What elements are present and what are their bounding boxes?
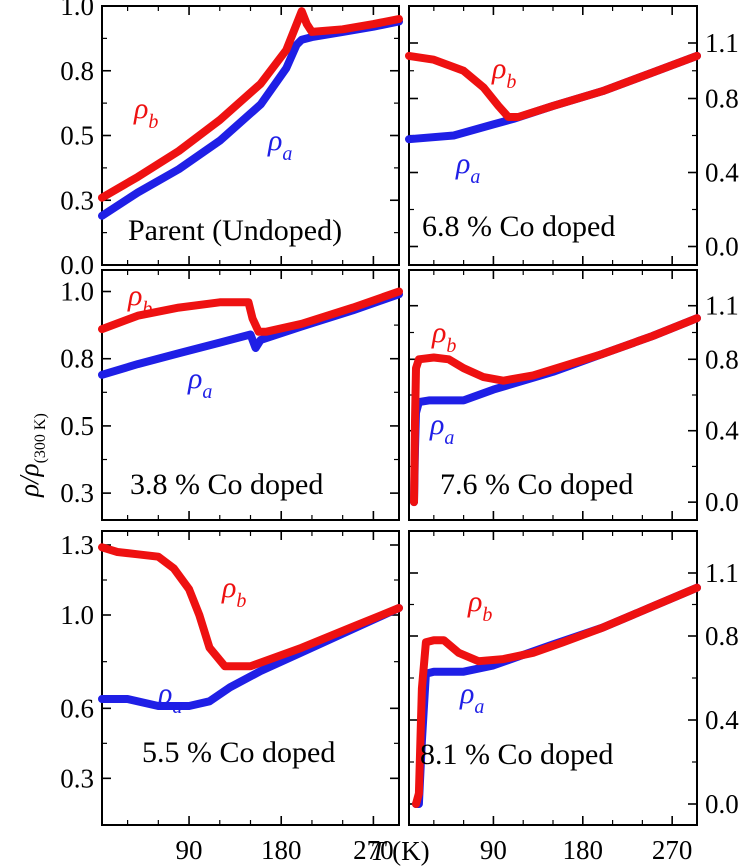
y-tick-label: 1.0 (60, 600, 94, 630)
y-tick-label: 0.8 (705, 621, 739, 651)
y-tick-label: 1.1 (705, 558, 739, 588)
y-tick-label: 1.0 (60, 277, 94, 307)
x-tick-label: 270 (652, 835, 693, 865)
y-tick-label: 0.8 (705, 344, 739, 374)
y-tick-label: 0.3 (60, 185, 94, 215)
series-label-rho-a: ρa (455, 147, 480, 188)
panel-title: 3.8 % Co doped (130, 468, 323, 501)
series-rho-b-line (98, 287, 403, 336)
series-rho-b-line (412, 583, 701, 808)
series-rho-b-line (405, 51, 701, 121)
x-tick-label: 180 (563, 835, 604, 865)
y-tick-label: 1.3 (60, 530, 94, 560)
y-tick-label: 0.6 (60, 693, 94, 723)
y-tick-label: 0.0 (705, 789, 739, 819)
y-tick-label: 0.8 (705, 84, 739, 114)
panel-title: 7.6 % Co doped (440, 468, 633, 501)
series-label-rho-b: ρb (467, 585, 492, 626)
panel-4: 0.0 0.4 0.8 1.1 7.6 % Co doped ρa ρb (408, 269, 739, 521)
panel-6: 90 180 270 0.0 0.4 0.8 1.1 8.1 % Co doped ρa ρb (408, 530, 739, 865)
x-tick-label: 90 (176, 835, 203, 865)
series-rho-b-line (98, 7, 403, 202)
panel-title: 5.5 % Co doped (142, 736, 335, 769)
y-tick-label: 0.8 (60, 56, 94, 86)
y-tick-label: 0.0 (705, 232, 739, 262)
y-tick-label: 1.1 (705, 291, 739, 321)
x-tick-label: 180 (261, 835, 302, 865)
series-label-rho-a: ρa (187, 362, 212, 403)
panel-title: 6.8 % Co doped (422, 210, 615, 243)
y-tick-label: 0.5 (60, 121, 94, 151)
y-tick-label: 1.0 (60, 0, 94, 21)
panel-5: 90 180 270 0.3 0.6 1.0 1.3 5.5 % Co doped ρa ρb (60, 530, 403, 865)
series-label-rho-b: ρb (127, 279, 152, 320)
series-label-rho-b: ρb (133, 92, 158, 133)
y-tick-label: 0.4 (705, 705, 739, 735)
x-axis-title: T (K) (370, 836, 429, 866)
series-rho-b-line (410, 314, 701, 507)
series-rho-a-line (412, 583, 701, 808)
y-tick-label: 0.8 (60, 344, 94, 374)
y-tick-label: 0.0 (60, 250, 94, 280)
x-tick-label: 90 (480, 835, 507, 865)
y-tick-label: 0.4 (705, 158, 739, 188)
y-tick-label: 0.3 (60, 478, 94, 508)
panel-3: 0.3 0.5 0.8 1.0 3.8 % Co doped ρa ρb (60, 269, 403, 521)
series-label-rho-a: ρa (157, 677, 182, 718)
y-tick-label: 0.0 (705, 487, 739, 517)
panel-title: 8.1 % Co doped (420, 738, 613, 771)
y-tick-label: 1.1 (705, 28, 739, 58)
series-rho-b-line (98, 543, 403, 671)
y-axis-title: ρ/ρ(300 K) (14, 413, 49, 498)
y-tick-label: 0.4 (705, 416, 739, 446)
y-tick-label: 0.5 (60, 411, 94, 441)
series-label-rho-a: ρa (267, 124, 292, 165)
panel-frame (408, 530, 698, 826)
series-label-rho-a: ρa (459, 677, 484, 718)
panel-title: Parent (Undoped) (128, 214, 342, 247)
series-label-rho-b: ρb (221, 571, 246, 612)
series-label-rho-b: ρb (431, 316, 456, 357)
series-label-rho-a: ρa (429, 408, 454, 449)
series-label-rho-b: ρb (491, 52, 516, 93)
x-tick-label: 270 (353, 835, 394, 865)
y-tick-label: 0.3 (60, 763, 94, 793)
panel-2: 0.0 0.4 0.8 1.1 6.8 % Co doped ρa ρb (405, 5, 739, 266)
panel-1: 0.0 0.3 0.5 0.8 1.0 Parent (Undoped) ρa ρb (60, 0, 403, 280)
